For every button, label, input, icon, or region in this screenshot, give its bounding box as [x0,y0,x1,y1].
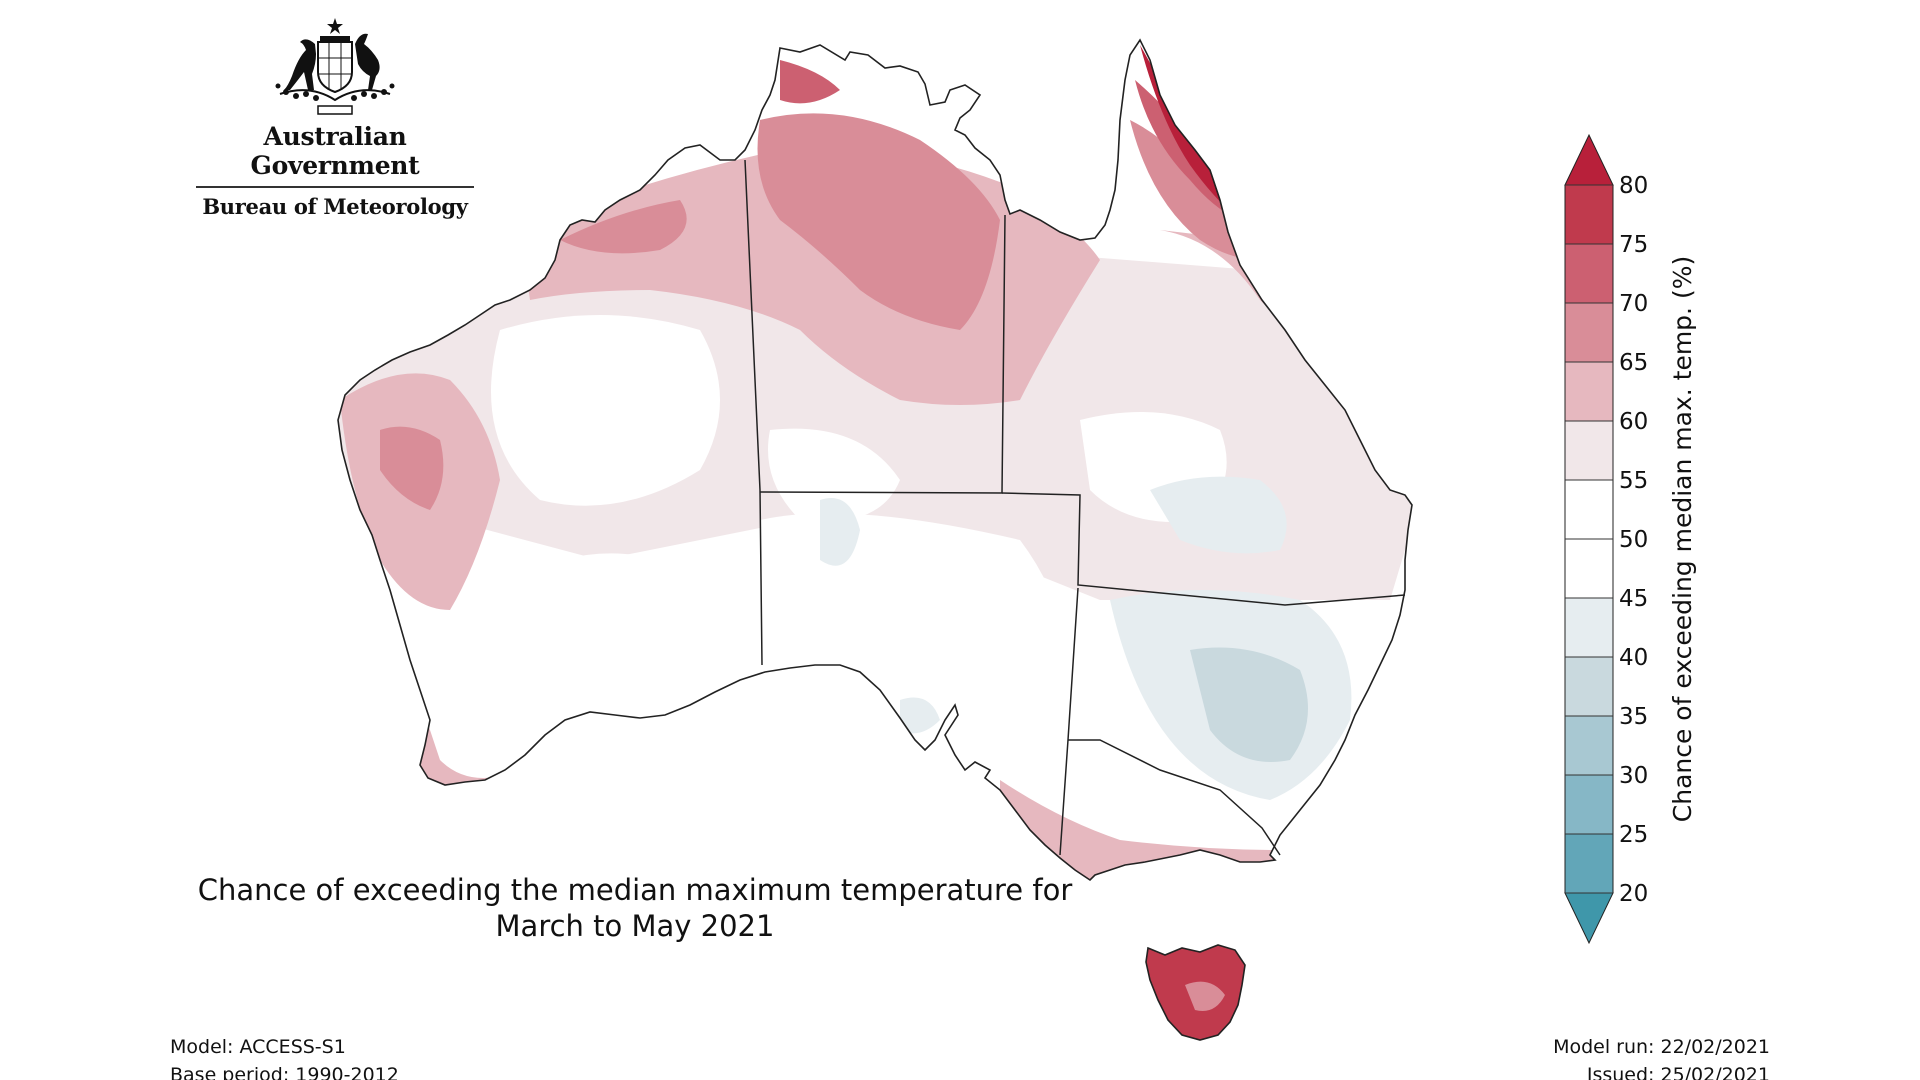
colorbar-tick-label: 20 [1619,881,1648,907]
colorbar-extend-high [1564,133,1614,186]
logo-divider [196,186,474,188]
government-name: Australian Government [250,122,420,180]
probability-shading [338,45,1412,1040]
model-name: Model: ACCESS-S1 [170,1036,346,1058]
colorbar-band [1565,303,1613,362]
colorbar-band [1565,834,1613,893]
colorbar-tick-label: 70 [1619,291,1648,317]
map-title: Chance of exceeding the median maximum t… [140,872,1130,944]
colorbar: 80 75 70 65 60 55 50 45 40 35 30 25 20 Chance of exce… [1564,133,1697,945]
colorbar-band [1565,480,1613,539]
bom-logo: Australian Government Bureau of Meteorol… [190,14,480,219]
colorbar-title: Chance of exceeding median max. temp. (%… [1668,256,1697,822]
base-period: Base period: 1990-2012 [170,1064,399,1080]
colorbar-band [1565,598,1613,657]
colorbar-tick-label: 45 [1619,586,1648,612]
map-title-line-2: March to May 2021 [495,909,775,943]
colorbar-tick-label: 25 [1619,822,1648,848]
colorbar-tick-label: 50 [1619,527,1648,553]
colorbar-tick-label: 55 [1619,468,1648,494]
colorbar-tick-label: 30 [1619,763,1648,789]
colorbar-band [1565,362,1613,421]
footer-dates: Model run: 22/02/2021 Issued: 25/02/2021 [1553,1033,1770,1080]
colorbar-band [1565,185,1613,244]
model-run-date: Model run: 22/02/2021 [1553,1036,1770,1058]
colorbar-tick-label: 60 [1619,409,1648,435]
footer-model-info: Model: ACCESS-S1 Base period: 1990-2012 [170,1033,399,1080]
colorbar-band [1565,244,1613,303]
colorbar-tick-label: 65 [1619,350,1648,376]
colorbar-band [1565,775,1613,834]
colorbar-tick-label: 35 [1619,704,1648,730]
colorbar-tick-label: 40 [1619,645,1648,671]
colorbar-band [1565,539,1613,598]
colorbar-extend-low [1564,892,1614,945]
colorbar-tick-label: 75 [1619,232,1648,258]
colorbar-band [1565,421,1613,480]
issued-date: Issued: 25/02/2021 [1586,1064,1770,1080]
bureau-name: Bureau of Meteorology [202,193,468,219]
colorbar-band [1565,657,1613,716]
map-title-line-1: Chance of exceeding the median maximum t… [197,873,1073,907]
colorbar-tick-label: 80 [1619,173,1648,199]
coat-of-arms-icon [275,18,395,115]
colorbar-band [1565,716,1613,775]
state-borders [744,159,1406,856]
